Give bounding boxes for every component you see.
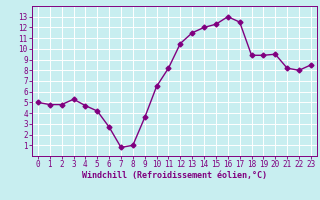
X-axis label: Windchill (Refroidissement éolien,°C): Windchill (Refroidissement éolien,°C) (82, 171, 267, 180)
